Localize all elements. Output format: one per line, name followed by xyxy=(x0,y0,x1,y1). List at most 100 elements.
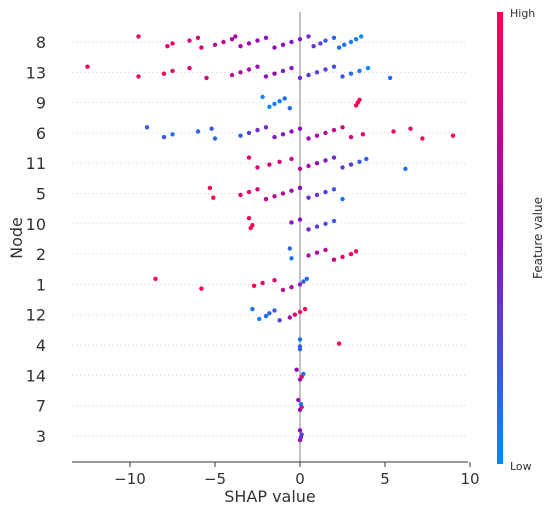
shap-point xyxy=(323,247,328,253)
shap-point xyxy=(297,282,303,287)
shap-point xyxy=(348,162,354,167)
shap-point xyxy=(314,192,320,198)
shap-point xyxy=(297,126,303,131)
shap-point xyxy=(260,94,265,100)
shap-point xyxy=(297,185,303,191)
shap-point xyxy=(340,74,345,79)
shap-point xyxy=(187,38,192,43)
shap-point xyxy=(204,75,209,81)
shap-point xyxy=(340,196,345,202)
shap-point xyxy=(287,315,292,320)
shap-point xyxy=(301,371,306,377)
shap-point xyxy=(294,367,299,372)
shap-point xyxy=(263,74,269,79)
shap-point xyxy=(306,136,311,141)
shap-point xyxy=(306,195,311,200)
shap-point xyxy=(277,318,282,323)
shap-point xyxy=(280,42,286,47)
shap-point xyxy=(212,136,218,141)
x-tick-label: 10 xyxy=(460,470,479,488)
shap-point xyxy=(195,35,201,40)
shap-point xyxy=(207,185,213,191)
shap-point xyxy=(342,42,347,47)
shap-point xyxy=(314,224,320,229)
shap-point xyxy=(364,156,369,162)
shap-point xyxy=(229,37,235,42)
shap-point xyxy=(250,306,255,312)
shap-point xyxy=(209,126,214,131)
y-tick-label: 9 xyxy=(36,94,46,113)
shap-point xyxy=(348,71,354,76)
shap-point xyxy=(302,306,308,312)
y-tick-labels: 8 13 9 6 11 5 10 2 1 12 4 14 7 3 xyxy=(26,33,46,446)
shap-point xyxy=(357,159,362,164)
shap-point xyxy=(199,286,204,291)
shap-point xyxy=(304,276,309,281)
shap-point xyxy=(348,39,354,45)
shap-point xyxy=(199,45,204,50)
shap-point xyxy=(263,196,269,202)
shap-point xyxy=(323,67,328,72)
shap-point xyxy=(246,189,252,195)
points-layer xyxy=(85,34,456,443)
shap-point xyxy=(255,187,260,192)
shap-point xyxy=(221,39,226,45)
shap-point xyxy=(272,194,277,199)
y-axis-label: Node xyxy=(7,217,26,259)
shap-point xyxy=(297,344,303,349)
shap-point xyxy=(277,159,282,164)
shap-point xyxy=(297,309,303,315)
shap-point xyxy=(280,191,286,196)
shap-point xyxy=(323,130,328,136)
x-tick-label: 5 xyxy=(380,470,390,488)
y-tick-label: 1 xyxy=(36,275,46,294)
shap-point xyxy=(267,104,272,110)
shap-point xyxy=(420,136,425,141)
x-axis-label: SHAP value xyxy=(224,487,316,506)
shap-point xyxy=(314,133,320,138)
y-tick-label: 10 xyxy=(26,215,46,234)
shap-point xyxy=(323,189,328,195)
shap-point xyxy=(323,158,328,163)
shap-point xyxy=(298,402,304,407)
shap-point xyxy=(360,132,366,137)
shap-point xyxy=(170,132,175,137)
shap-point xyxy=(340,125,345,130)
shap-point xyxy=(246,130,252,136)
shap-point xyxy=(323,221,328,226)
shap-point xyxy=(238,192,243,198)
shap-point xyxy=(323,38,328,43)
shap-point xyxy=(289,156,294,162)
shap-point xyxy=(257,316,262,322)
shap-point xyxy=(289,220,294,225)
shap-point xyxy=(287,106,292,111)
shap-point xyxy=(331,127,337,133)
shap-point xyxy=(246,155,252,160)
y-tick-label: 2 xyxy=(36,245,46,264)
y-tick-label: 7 xyxy=(36,397,46,416)
shap-point xyxy=(246,216,252,221)
shap-point xyxy=(311,44,316,49)
shap-point xyxy=(251,283,257,288)
shap-point xyxy=(282,96,287,101)
shap-point xyxy=(255,38,260,43)
shap-point xyxy=(263,313,269,319)
shap-point xyxy=(297,166,303,171)
shap-point xyxy=(161,134,167,140)
shap-point xyxy=(331,218,337,224)
shap-point xyxy=(299,432,304,437)
y-tick-label: 13 xyxy=(26,63,46,82)
shap-point xyxy=(331,257,337,262)
shap-point xyxy=(387,75,393,81)
y-tick-label: 14 xyxy=(26,366,46,385)
shap-point xyxy=(289,188,294,193)
shap-point xyxy=(238,133,243,138)
shap-point xyxy=(211,195,216,200)
shap-point xyxy=(272,308,277,313)
y-tick-label: 4 xyxy=(36,336,46,355)
shap-point xyxy=(331,35,337,40)
shap-point xyxy=(331,187,337,192)
x-ticks: −10 −5 0 5 10 xyxy=(114,462,480,488)
shap-point xyxy=(314,161,320,166)
